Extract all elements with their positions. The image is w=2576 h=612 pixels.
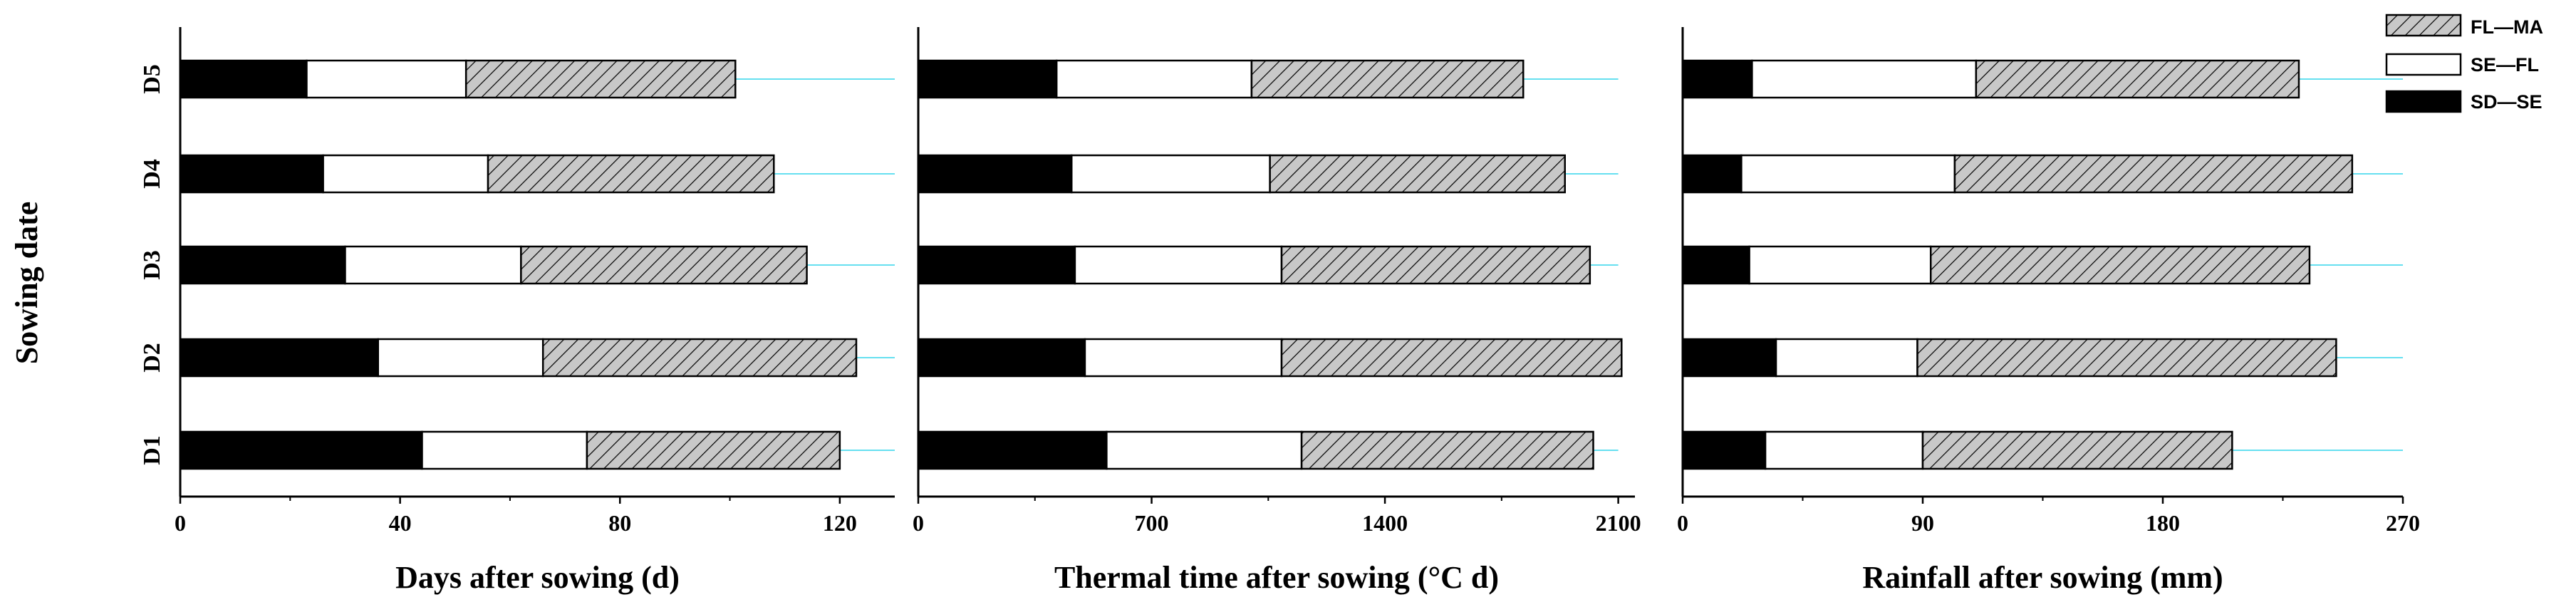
bar-d4-se-fl [1740,154,1956,194]
x-tick-label-0: 0 [175,510,186,536]
bar-d1-sd-se [1681,430,1767,470]
bar-d2-fl-ma [1280,338,1623,378]
bar-d4-fl-ma [1953,154,2354,194]
bar-d5-sd-se [917,59,1058,99]
panel-rainfall: 0 90 180 270 Rainfall after sowing (mm) [1677,27,2420,595]
panel-days: D1 D2 D3 D4 D5 0 40 80 120 Days after sowing (d) [139,27,895,595]
y-tick-label-d2: D2 [139,343,165,373]
x-tick-label-80: 80 [608,510,631,536]
bar-d5-se-fl [1055,59,1253,99]
bar-d1-sd-se [917,430,1108,470]
bar-d3-sd-se [917,245,1076,285]
bar-d2-se-fl [377,338,544,378]
legend-swatch-fl-ma [2385,14,2462,37]
bar-d2-fl-ma [1916,338,2337,378]
bar-d1-sd-se [179,430,423,470]
x-tick-label-180: 180 [2146,510,2180,536]
legend-label-fl-ma: FL—MA [2471,16,2543,38]
bar-d3-se-fl [1074,245,1283,285]
bar-d2-fl-ma [541,338,858,378]
y-tick-label-d5: D5 [139,64,165,94]
bar-d1-fl-ma [1300,430,1594,470]
legend-swatch-sd-se [2385,90,2462,113]
x-tick-label-0: 0 [913,510,924,536]
bar-d1-se-fl [1764,430,1924,470]
bar-d1-se-fl [1106,430,1303,470]
y-tick-label-d4: D4 [139,159,165,189]
x-tick-label-40: 40 [389,510,412,536]
bar-d5-se-fl [306,59,467,99]
legend: FL—MA SE—FL SD—SE [2385,14,2543,113]
bar-d3-sd-se [1681,245,1750,285]
bar-d4-sd-se [917,154,1073,194]
x-tick-label-90: 90 [1911,510,1934,536]
bar-d3-sd-se [179,245,346,285]
x-tick-label-270: 270 [2386,510,2420,536]
x-axis-title: Rainfall after sowing (mm) [1862,560,2223,595]
x-tick-label-120: 120 [823,510,857,536]
x-axis-title: Days after sowing (d) [395,560,680,595]
x-tick-label-0: 0 [1677,510,1688,536]
bar-d3-se-fl [344,245,522,285]
bar-d3-se-fl [1748,245,1932,285]
bar-d2-sd-se [179,338,380,378]
bar-d2-sd-se [917,338,1086,378]
bar-d5-se-fl [1751,59,1978,99]
bar-d1-fl-ma [1921,430,2233,470]
x-tick-label-2100: 2100 [1596,510,1641,536]
y-tick-label-d1: D1 [139,435,165,465]
bar-d4-se-fl [322,154,489,194]
legend-swatch-se-fl [2385,53,2462,76]
bar-d1-fl-ma [586,430,841,470]
bar-d2-sd-se [1681,338,1777,378]
panel-thermal-time: 0 700 1400 2100 Thermal time after sowing (°… [913,27,1641,595]
bar-d1-se-fl [421,430,588,470]
bar-d3-fl-ma [1280,245,1591,285]
bar-d5-fl-ma [464,59,737,99]
bar-d5-fl-ma [1250,59,1525,99]
legend-label-sd-se: SD—SE [2471,91,2543,113]
bar-d2-se-fl [1084,338,1283,378]
bar-d4-fl-ma [487,154,775,194]
bar-d5-sd-se [179,59,308,99]
bar-d4-fl-ma [1269,154,1566,194]
bar-d3-fl-ma [520,245,808,285]
y-axis-label: Sowing date [9,202,44,365]
bar-d4-sd-se [179,154,324,194]
bar-d5-sd-se [1681,59,1753,99]
y-tick-label-d3: D3 [139,250,165,280]
bar-d5-fl-ma [1975,59,2300,99]
x-tick-label-700: 700 [1135,510,1169,536]
bar-d4-sd-se [1681,154,1743,194]
legend-label-se-fl: SE—FL [2471,54,2539,76]
bar-d2-se-fl [1775,338,1918,378]
bar-d3-fl-ma [1929,245,2311,285]
x-axis-title: Thermal time after sowing (°C d) [1054,560,1499,595]
bar-d4-se-fl [1070,154,1271,194]
x-tick-label-1400: 1400 [1362,510,1408,536]
